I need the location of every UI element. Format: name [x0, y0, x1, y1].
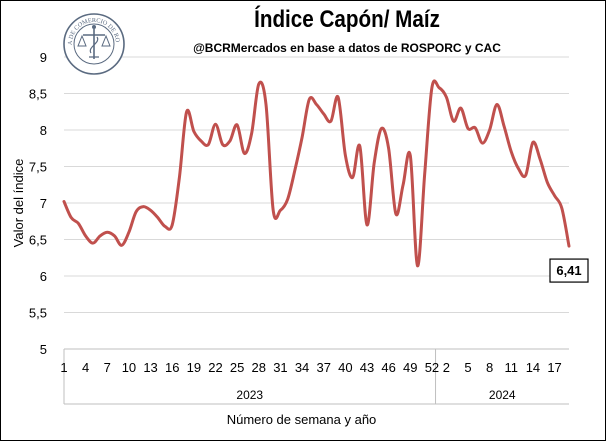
y-tick-label: 5,5 — [29, 306, 47, 321]
x-tick-label: 2 — [443, 360, 450, 375]
series-line — [62, 79, 571, 268]
x-tick-label: 34 — [295, 360, 309, 375]
x-tick-label: 31 — [273, 360, 287, 375]
y-tick-label: 9 — [40, 50, 47, 65]
y-tick-label: 7,5 — [29, 160, 47, 175]
series-layer — [62, 79, 571, 268]
y-tick-label: 6,5 — [29, 233, 47, 248]
x-tick-label: 7 — [104, 360, 111, 375]
x-tick-label: 1 — [60, 360, 67, 375]
x-tick-label: 19 — [187, 360, 201, 375]
x-tick-label: 40 — [338, 360, 352, 375]
x-axis-title: Número de semana y año — [227, 412, 377, 427]
x-tick-label: 49 — [403, 360, 417, 375]
x-tick-label: 13 — [143, 360, 157, 375]
x-tick-label: 14 — [526, 360, 540, 375]
x-tick-label: 46 — [381, 360, 395, 375]
x-tick-label: 22 — [208, 360, 222, 375]
x-tick-label: 5 — [464, 360, 471, 375]
x-tick-label: 37 — [316, 360, 330, 375]
bcr-seal-logo: BOLSA DE COMERCIO DE ROSARIO — [63, 13, 125, 75]
x-tick-label: 17 — [547, 360, 561, 375]
axes — [63, 348, 569, 405]
y-tick-label: 7 — [40, 196, 47, 211]
y-tick-label: 6 — [40, 269, 47, 284]
x-tick-label: 4 — [82, 360, 89, 375]
gridlines — [64, 56, 569, 350]
y-tick-label: 5 — [40, 342, 47, 357]
year-label: 2024 — [489, 388, 516, 402]
last-value-box — [549, 258, 589, 283]
x-tick-label: 16 — [165, 360, 179, 375]
x-tick-label: 8 — [486, 360, 493, 375]
chart-title: Índice Capón/ Maíz — [254, 6, 440, 33]
x-tick-label: 52 — [425, 360, 439, 375]
y-tick-label: 8 — [40, 123, 47, 138]
y-tick-label: 8,5 — [29, 87, 47, 102]
x-tick-label: 28 — [252, 360, 266, 375]
y-axis-title: Valor del índice — [11, 159, 26, 248]
x-tick-label: 10 — [122, 360, 136, 375]
year-label: 2023 — [236, 388, 263, 402]
last-value-label: 6,41 — [556, 263, 581, 278]
chart-subtitle: @BCRMercados en base a datos de ROSPORC … — [193, 41, 501, 55]
x-tick-label: 11 — [505, 360, 519, 375]
x-tick-label: 25 — [230, 360, 244, 375]
x-tick-label: 43 — [360, 360, 374, 375]
